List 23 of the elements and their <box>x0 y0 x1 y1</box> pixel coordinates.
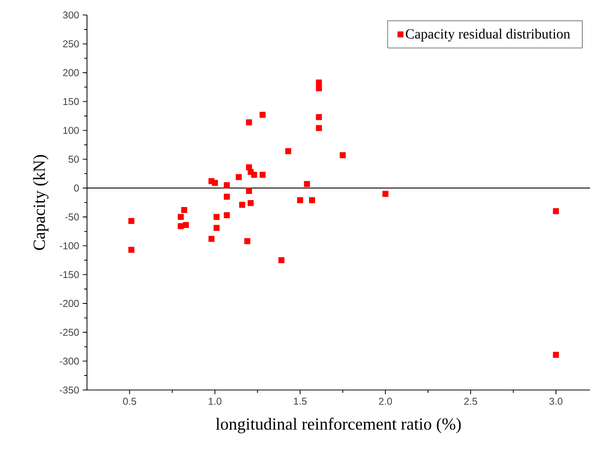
y-tick-label: 300 <box>62 11 79 19</box>
y-tick-label: 0 <box>74 184 79 192</box>
x-tick-label: 1.5 <box>294 398 307 405</box>
y-tick-label: 50 <box>68 156 79 163</box>
y-tick-label: -250 <box>60 328 79 336</box>
y-axis-title: Capacity (kN) <box>33 155 48 250</box>
y-tick-label: -50 <box>65 213 79 220</box>
y-tick-label: 100 <box>63 126 79 134</box>
x-tick-label: 2.0 <box>378 398 392 405</box>
y-tick-label: -200 <box>60 300 79 307</box>
y-tick-label: 200 <box>63 69 79 76</box>
x-tick-label: 2.5 <box>464 398 478 405</box>
y-tick-label: -350 <box>60 386 79 394</box>
legend-label: Capacity residual distribution <box>406 28 570 42</box>
y-tick-label: 150 <box>63 98 79 106</box>
y-tick-label: -150 <box>60 271 79 278</box>
x-tick-label: 1.0 <box>208 398 222 405</box>
y-tick-label: -300 <box>60 358 79 365</box>
y-tick-label: -100 <box>60 242 79 250</box>
x-tick-label: 3.0 <box>549 398 562 405</box>
x-axis-title: longitudinal reinforcement ratio (%) <box>216 418 461 434</box>
x-tick-label: 0.5 <box>123 398 136 405</box>
y-tick-label: 250 <box>63 40 79 48</box>
